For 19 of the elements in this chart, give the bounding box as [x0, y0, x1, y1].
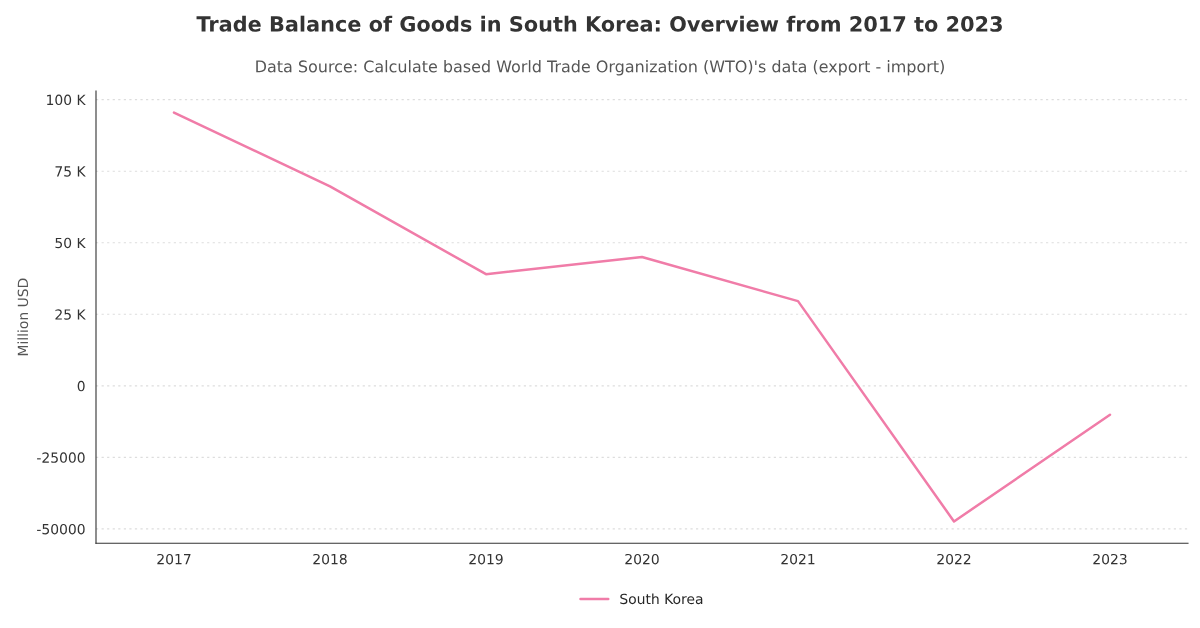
y-tick-label: 75 K	[55, 166, 86, 177]
y-tick-label: 25 K	[55, 309, 86, 320]
x-tick-label: 2018	[313, 553, 347, 565]
y-tick-label: 50 K	[55, 237, 86, 249]
legend-label: South Korea	[620, 593, 703, 605]
x-tick-label: 2021	[781, 553, 815, 565]
chart-title: Trade Balance of Goods in South Korea: Overview from 2017 to 2023	[196, 15, 1002, 32]
y-axis-title: Million USD	[17, 278, 29, 356]
x-tick-label: 2020	[625, 553, 659, 565]
x-tick-label: 2019	[469, 553, 503, 565]
y-tick-label: 0	[77, 380, 85, 392]
x-tick-label: 2017	[157, 553, 191, 565]
y-tick-label: -50000	[37, 523, 85, 535]
y-tick-label: 100 K	[47, 94, 86, 106]
x-tick-label: 2022	[937, 553, 971, 565]
x-tick-label: 2023	[1093, 553, 1127, 565]
line-series	[172, 111, 1112, 523]
y-tick-label: -25000	[37, 452, 85, 463]
chart-subtitle: Data Source: Calculate based World Trade Organization (WTO)'s data (export - import)	[256, 60, 944, 76]
